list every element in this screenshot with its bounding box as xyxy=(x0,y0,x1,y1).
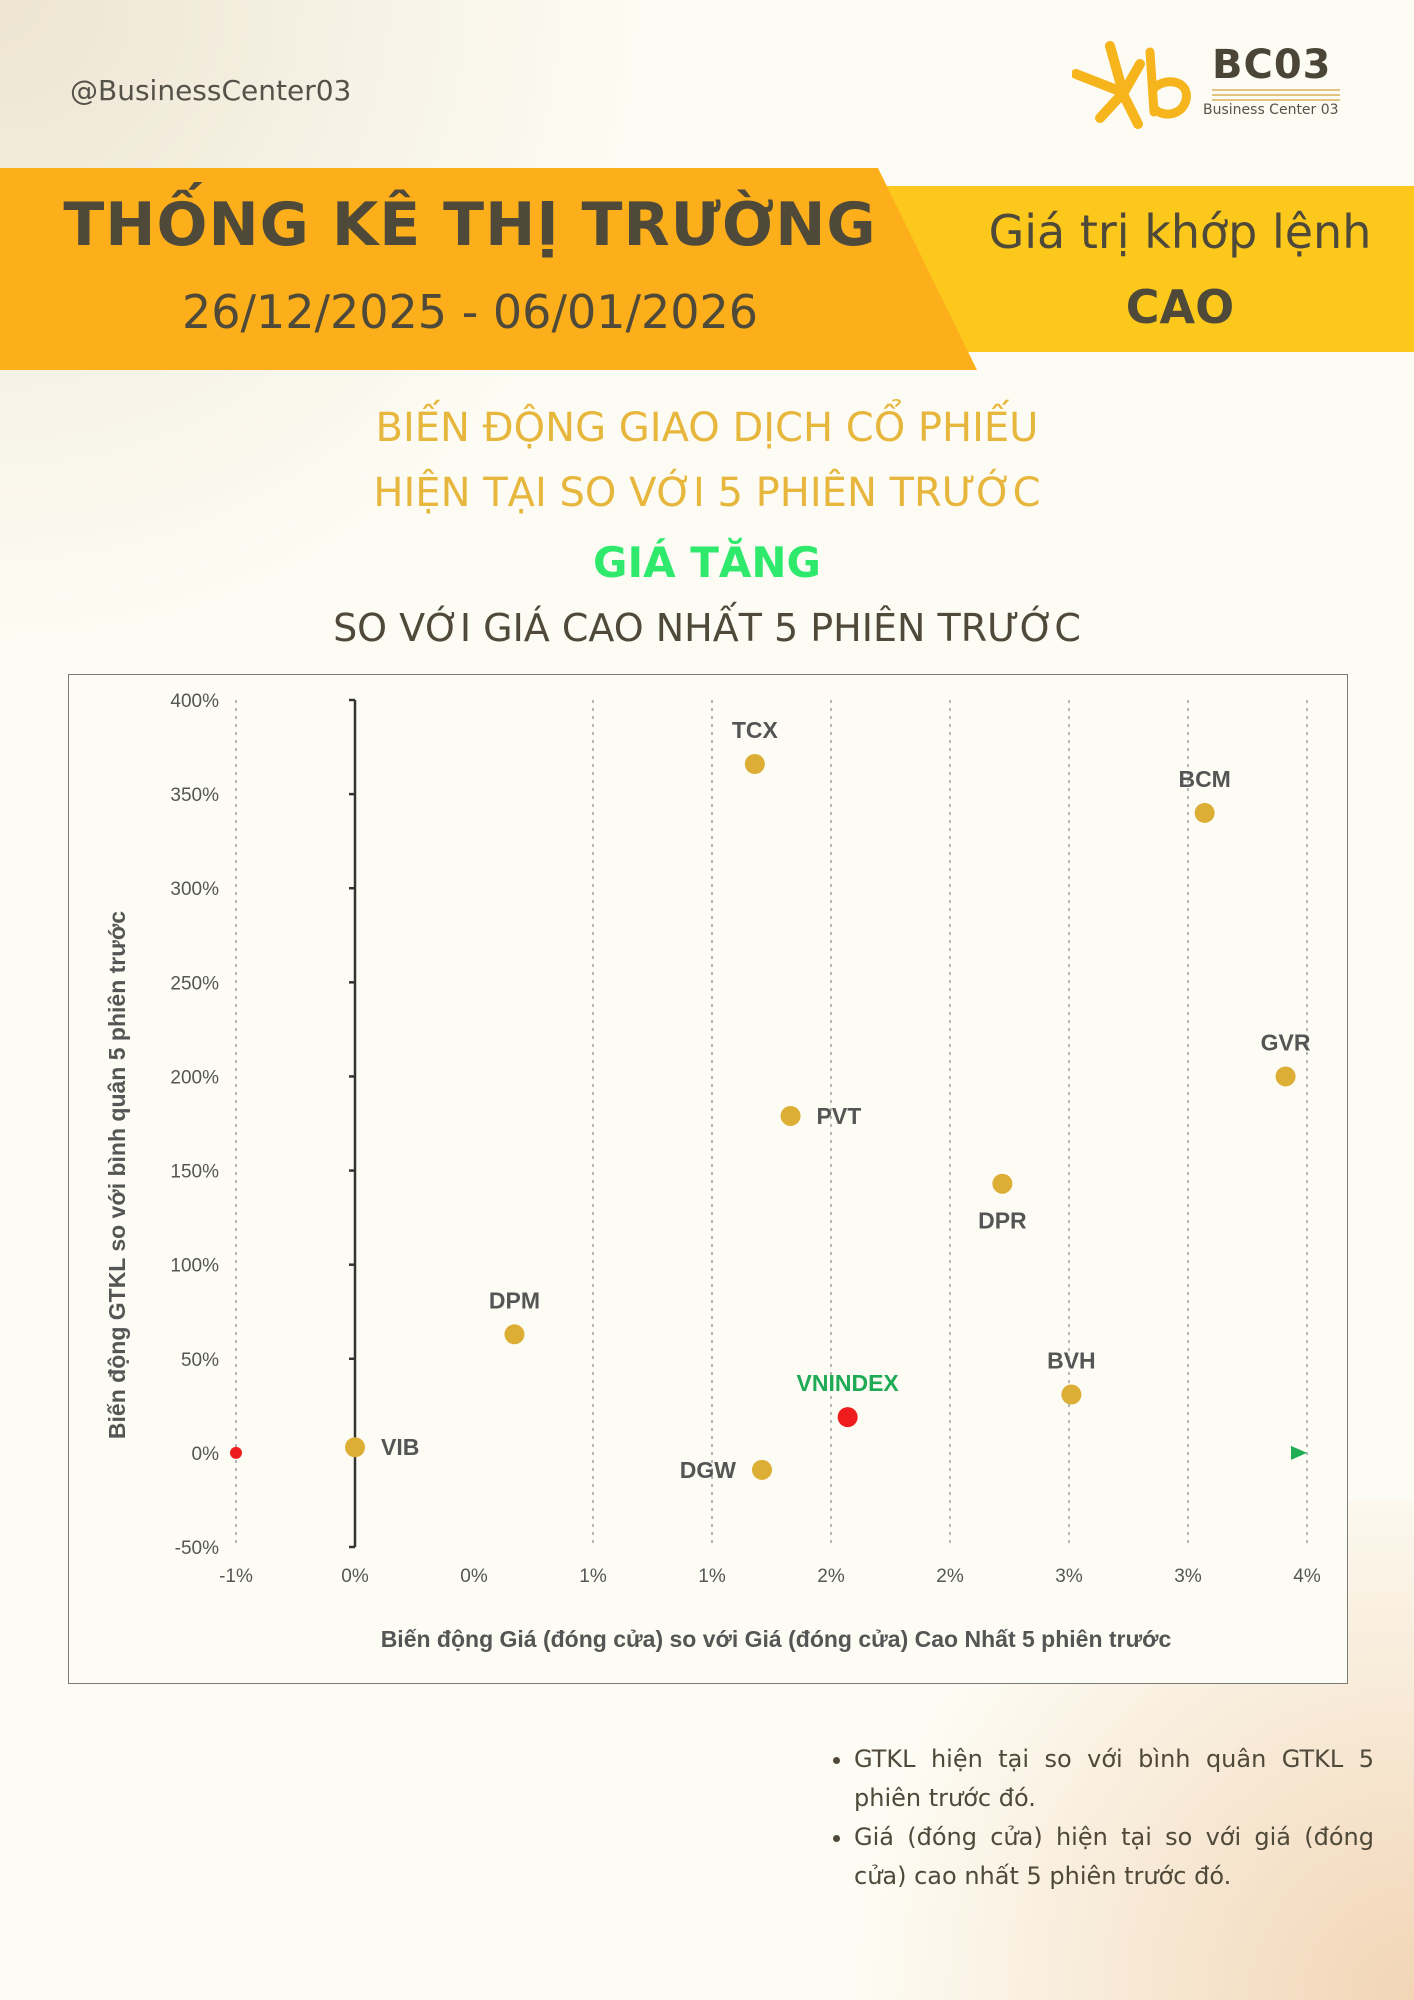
data-label-tcx: TCX xyxy=(732,717,779,743)
data-label-dgw: DGW xyxy=(680,1457,737,1483)
metric-label: Giá trị khớp lệnh xyxy=(988,205,1372,259)
y-tick-label: 50% xyxy=(181,1350,219,1371)
metric-level: CAO xyxy=(1125,280,1235,334)
x-tick-label: 1% xyxy=(698,1566,726,1587)
data-label-bvh: BVH xyxy=(1047,1348,1096,1374)
y-tick-label: 150% xyxy=(170,1162,219,1183)
header-band-left xyxy=(0,168,977,370)
x-tick-label: 2% xyxy=(817,1566,845,1587)
notes-list: GTKL hiện tại so với bình quân GTKL 5 ph… xyxy=(826,1740,1374,1896)
x-axis-arrowhead xyxy=(1291,1445,1307,1460)
y-tick-label: 100% xyxy=(170,1256,219,1277)
subtitle-line-4: SO VỚI GIÁ CAO NHẤT 5 PHIÊN TRƯỚC xyxy=(333,606,1081,650)
data-point-dpm xyxy=(504,1324,525,1345)
data-point-bcm xyxy=(1194,802,1215,823)
y-tick-label: 300% xyxy=(170,879,219,900)
page-title: THỐNG KÊ THỊ TRƯỜNG xyxy=(63,190,877,260)
scatter-chart-frame: -50% 0% 50% 100% 150% 200% 250% 300% 350% 400% -1%… xyxy=(68,674,1348,1684)
data-label-vib: VIB xyxy=(381,1434,419,1460)
date-range: 26/12/2025 - 06/01/2026 xyxy=(181,285,759,339)
x-tick-label: 0% xyxy=(460,1566,488,1587)
data-point-vib xyxy=(345,1437,365,1458)
data-point-gvr xyxy=(1275,1066,1296,1087)
x-axis-title: Biến động Giá (đóng cửa) so với Giá (đón… xyxy=(381,1626,1172,1652)
data-label-vnindex: VNINDEX xyxy=(797,1370,900,1396)
y-tick-label: 350% xyxy=(170,785,219,806)
data-label-dpm: DPM xyxy=(489,1287,540,1313)
y-axis-title: Biến động GTKL so với bình quân 5 phiên … xyxy=(104,911,130,1439)
subtitle-line-1: BIẾN ĐỘNG GIAO DỊCH CỔ PHIẾU xyxy=(375,405,1039,451)
logo-subtitle: Business Center 03 xyxy=(1203,102,1339,118)
x-tick-label: -1% xyxy=(219,1566,253,1587)
y-tick-label: -50% xyxy=(175,1538,219,1559)
x-tick-label: 0% xyxy=(341,1566,369,1587)
y-tick-label: 400% xyxy=(170,691,219,712)
x-tick-label: 4% xyxy=(1293,1566,1321,1587)
data-point-dpr xyxy=(992,1173,1013,1194)
x-tick-label: 3% xyxy=(1174,1566,1202,1587)
logo-name: BC03 xyxy=(1212,42,1332,88)
data-point-tcx xyxy=(744,753,765,774)
y-tick-label: 0% xyxy=(192,1444,220,1465)
subtitle-line-2: HIỆN TẠI SO VỚI 5 PHIÊN TRƯỚC xyxy=(373,470,1041,516)
data-point-dgw xyxy=(751,1459,772,1480)
y-tick-label: 200% xyxy=(170,1067,219,1088)
y-tick-label: 250% xyxy=(170,973,219,994)
data-point-vnindex xyxy=(837,1407,858,1428)
logo: BC03 Business Center 03 xyxy=(1071,38,1342,138)
subtitle-highlight: GIÁ TĂNG xyxy=(592,538,821,587)
x-tick-label: 1% xyxy=(579,1566,607,1587)
logo-underline-decoration xyxy=(1212,89,1340,101)
data-label-bcm: BCM xyxy=(1178,766,1230,792)
data-label-gvr: GVR xyxy=(1261,1029,1311,1055)
x-axis-origin-dot xyxy=(230,1446,242,1459)
scatter-chart: -50% 0% 50% 100% 150% 200% 250% 300% 350% 400% -1%… xyxy=(104,691,1321,1652)
x-tick-label: 2% xyxy=(936,1566,964,1587)
data-label-dpr: DPR xyxy=(978,1208,1027,1234)
kb-logo-icon xyxy=(1071,41,1191,129)
note-item: GTKL hiện tại so với bình quân GTKL 5 ph… xyxy=(854,1740,1374,1818)
data-label-pvt: PVT xyxy=(817,1103,862,1129)
social-handle: @BusinessCenter03 xyxy=(70,74,352,107)
x-tick-label: 3% xyxy=(1055,1566,1083,1587)
data-point-pvt xyxy=(780,1105,801,1126)
data-point-bvh xyxy=(1061,1384,1082,1405)
note-item: Giá (đóng cửa) hiện tại so với giá (đóng… xyxy=(854,1818,1374,1896)
